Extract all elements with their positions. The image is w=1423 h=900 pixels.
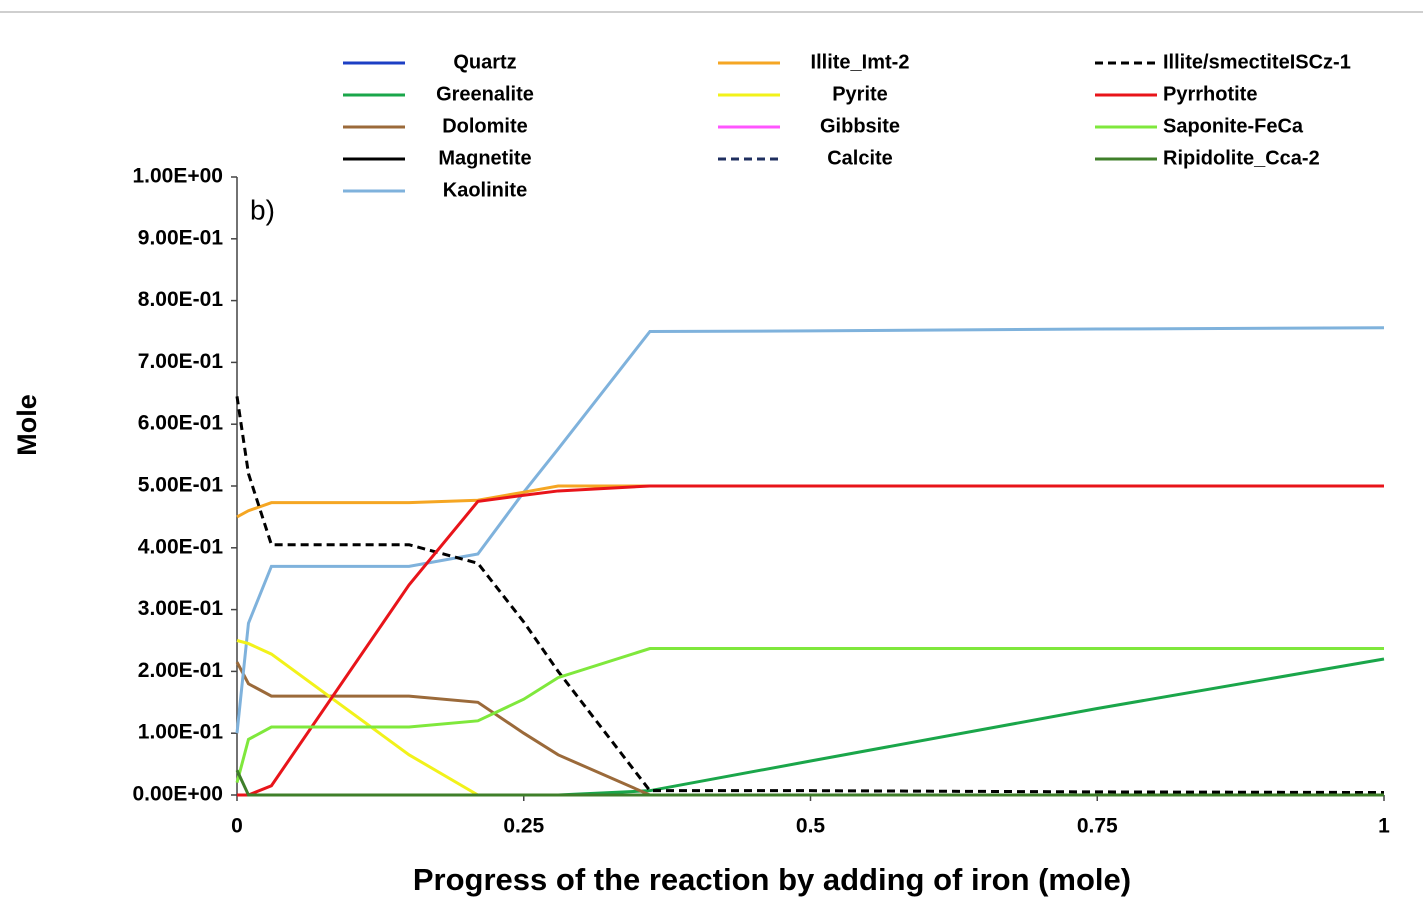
legend-label: Pyrite bbox=[832, 83, 888, 105]
x-tick-label: 0.75 bbox=[1077, 815, 1118, 838]
legend-label: Greenalite bbox=[436, 83, 534, 105]
series-line bbox=[235, 326, 1385, 734]
y-tick-label: 0.00E+00 bbox=[132, 783, 223, 806]
y-tick-label: 7.00E-01 bbox=[138, 350, 224, 373]
x-axis-label: Progress of the reaction by adding of ir… bbox=[413, 862, 1131, 897]
legend-label: Quartz bbox=[453, 51, 516, 73]
series-line bbox=[236, 639, 1384, 797]
legend-label: Pyrrhotite bbox=[1163, 83, 1257, 105]
series-line bbox=[235, 769, 1384, 797]
series-line bbox=[235, 647, 1384, 784]
series-line bbox=[236, 484, 1384, 519]
y-tick-label: 1.00E+00 bbox=[132, 165, 223, 188]
legend-label: Illite/smectiteISCz-1 bbox=[1163, 51, 1351, 73]
legend-label: Calcite bbox=[827, 147, 893, 169]
legend-label: Illite_Imt-2 bbox=[811, 51, 910, 73]
y-tick-label: 1.00E-01 bbox=[138, 721, 224, 744]
y-tick-label: 9.00E-01 bbox=[138, 226, 224, 249]
legend-label: Kaolinite bbox=[443, 179, 527, 201]
x-tick-label: 0.25 bbox=[503, 815, 544, 838]
y-tick-label: 4.00E-01 bbox=[138, 535, 224, 558]
annotation: b) bbox=[250, 194, 275, 225]
legend-label: Dolomite bbox=[442, 115, 528, 137]
x-tick-label: 1 bbox=[1378, 815, 1390, 838]
y-axis-label: Mole bbox=[12, 394, 42, 456]
y-tick-label: 3.00E-01 bbox=[138, 597, 224, 620]
x-tick-label: 0.5 bbox=[796, 815, 826, 838]
y-tick-label: 6.00E-01 bbox=[138, 412, 224, 435]
legend-label: Ripidolite_Cca-2 bbox=[1163, 147, 1320, 169]
legend-label: Magnetite bbox=[438, 147, 531, 169]
series-line bbox=[235, 661, 1384, 797]
x-tick-label: 0 bbox=[231, 815, 243, 838]
series-line bbox=[235, 396, 1385, 795]
legend-label: Gibbsite bbox=[820, 115, 900, 137]
legend-label: Saponite-FeCa bbox=[1163, 115, 1304, 137]
series-line bbox=[237, 484, 1384, 797]
y-tick-label: 2.00E-01 bbox=[138, 659, 224, 682]
y-tick-label: 8.00E-01 bbox=[138, 288, 224, 311]
y-tick-label: 5.00E-01 bbox=[138, 474, 224, 497]
